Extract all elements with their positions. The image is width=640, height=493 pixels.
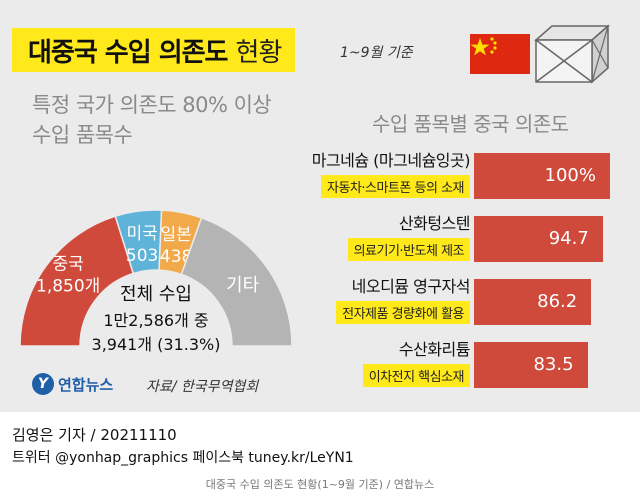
bar-value-label: 100% [544, 165, 596, 186]
bar-description: 전자제품 경량화에 활용 [336, 301, 470, 324]
yonhap-logo-icon: Y [32, 373, 54, 395]
bar: 94.7 [474, 216, 603, 262]
bar-value-label: 83.5 [533, 354, 574, 375]
slice-label: 기타 [226, 275, 260, 296]
title-banner: 대중국 수입 의존도 현황 [12, 28, 296, 72]
slice-value-label: 503 [126, 246, 158, 266]
slice-label: 일본 [160, 225, 191, 245]
center-text-line: 1만2,586개 중 [103, 311, 208, 330]
bar-category-label: 산화텅스텐 [398, 214, 471, 233]
bar: 83.5 [474, 342, 588, 388]
slice-4 [180, 216, 293, 347]
china-flag-icon [470, 34, 530, 74]
logo-text: 연합뉴스 [58, 375, 114, 394]
bar-category-label: 네오디뮴 영구자석 [351, 277, 471, 296]
center-text-line: 3,941개 (31.3%) [92, 335, 221, 354]
pie-chart-title: 특정 국가 의존도 80% 이상 수입 품목수 [32, 90, 272, 150]
slice-label: 미국 [126, 224, 157, 244]
page-title: 대중국 수입 의존도 현황 [28, 37, 282, 68]
slice-label: 중국 [53, 254, 84, 274]
pie-title-line: 특정 국가 의존도 80% 이상 [32, 93, 272, 117]
pie-title-line: 수입 품목수 [32, 123, 133, 147]
subtitle: 1~9월 기준 [340, 45, 413, 61]
cargo-box-icon [532, 22, 612, 88]
bar-category-label: 마그네슘 (마그네슘잉곳) [311, 151, 471, 170]
bar-item: 수산화리튬 이차전지 핵심소재 83.5 [300, 336, 620, 396]
bar: 100% [474, 153, 610, 199]
source-note: 자료/ 한국무역협회 [146, 379, 259, 395]
yonhap-logo: Y 연합뉴스 [32, 373, 113, 395]
bar-description: 자동차·스마트폰 등의 소재 [321, 175, 470, 198]
bar-value-label: 94.7 [548, 228, 589, 249]
bar-item: 마그네슘 (마그네슘잉곳) 자동차·스마트폰 등의 소재 100% [300, 147, 620, 207]
bar-chart-title: 수입 품목별 중국 의존도 [372, 112, 569, 136]
image-caption: 대중국 수입 의존도 현황(1~9월 기준) / 연합뉴스 [205, 478, 435, 491]
social-line: 트위터 @yonhap_graphics 페이스북 tuney.kr/LeYN1 [12, 450, 354, 466]
infographic-card: 대중국 수입 의존도 현황 1~9월 기준 특정 국가 의존도 80% 이상 수… [0, 0, 640, 412]
slice-value-label: 438 [160, 247, 192, 267]
slice-value-label: 1,850개 [36, 276, 100, 296]
bar-item: 산화텅스텐 의료기기·반도체 제조 94.7 [300, 210, 620, 270]
author-line: 김영은 기자 / 20211110 [12, 426, 177, 444]
bar: 86.2 [474, 279, 592, 325]
bar-description: 의료기기·반도체 제조 [347, 238, 470, 261]
bar-value-label: 86.2 [537, 291, 578, 312]
bar-description: 이차전지 핵심소재 [362, 364, 470, 387]
bar-category-label: 수산화리튬 [398, 340, 471, 359]
center-text-line: 전체 수입 [120, 284, 192, 305]
bar-item: 네오디뮴 영구자석 전자제품 경량화에 활용 86.2 [300, 273, 620, 333]
